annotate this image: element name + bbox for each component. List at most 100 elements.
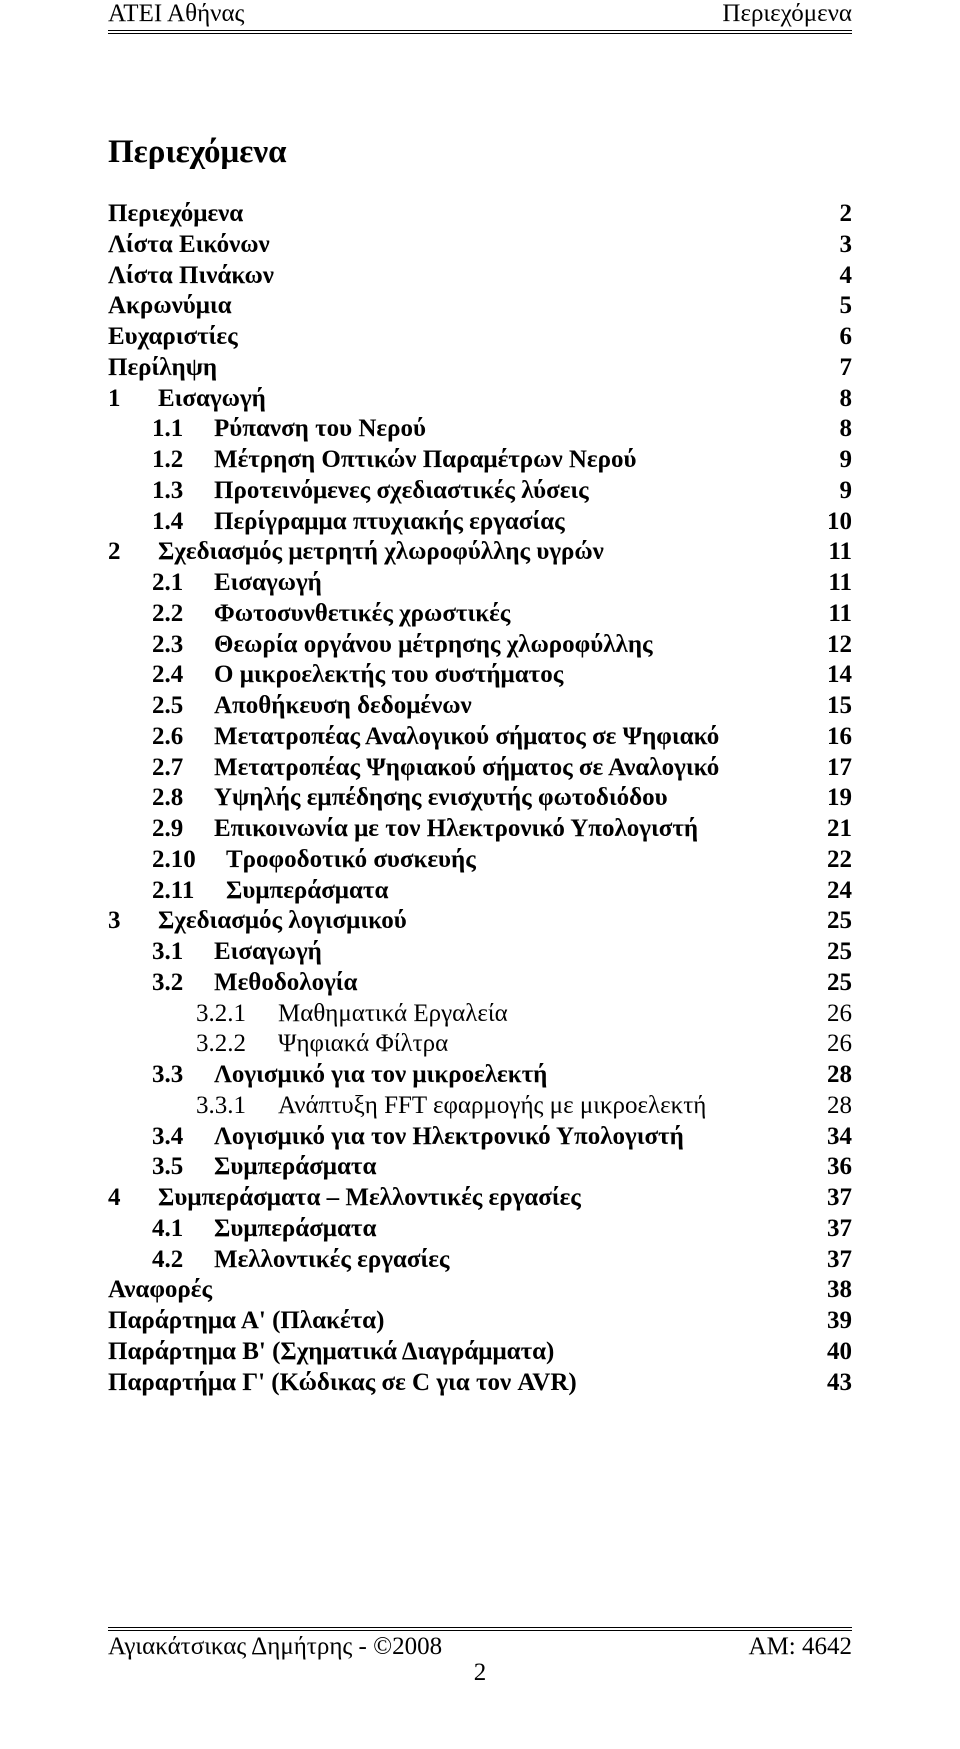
- toc-page: 36: [825, 1152, 852, 1183]
- toc-page: 37: [825, 1245, 852, 1276]
- toc-entry: 1.3Προτεινόμενες σχεδιαστικές λύσεις 9: [108, 476, 852, 507]
- toc-label: 2.1Εισαγωγή: [108, 568, 322, 599]
- toc-entry: 3.3.1Ανάπτυξη FFT εφαρμογής με μικροελεκ…: [108, 1091, 852, 1122]
- toc-label: 1.3Προτεινόμενες σχεδιαστικές λύσεις: [108, 476, 589, 507]
- page-header: ΑΤΕΙ Αθήνας Περιεχόμενα: [108, 0, 852, 28]
- toc-number: 1.1: [152, 414, 214, 445]
- toc-page: 21: [825, 814, 852, 845]
- toc-number: 3: [108, 906, 158, 937]
- toc-label: Λίστα Εικόνων: [108, 230, 270, 261]
- toc-number: 1.3: [152, 476, 214, 507]
- toc-page: 11: [826, 599, 852, 630]
- footer-row: Αγιακάτσικας Δημήτρης - ©2008 ΑΜ: 4642: [108, 1633, 852, 1661]
- toc-page: 28: [825, 1060, 852, 1091]
- toc-page: 9: [838, 476, 853, 507]
- toc-text: Ρύπανση του Νερού: [214, 415, 426, 442]
- toc-page: 11: [826, 537, 852, 568]
- toc-page: 19: [825, 783, 852, 814]
- toc-entry: 3.1Εισαγωγή 25: [108, 937, 852, 968]
- toc-text: Θεωρία οργάνου μέτρησης χλωροφύλλης: [214, 631, 653, 658]
- toc-entry: 2.10Τροφοδοτικό συσκευής 22: [108, 845, 852, 876]
- toc-text: Εισαγωγή: [158, 385, 266, 412]
- toc-number: 3.1: [152, 937, 214, 968]
- toc-text: Σχεδιασμός μετρητή χλωροφύλλης υγρών: [158, 538, 604, 565]
- header-left: ΑΤΕΙ Αθήνας: [108, 0, 244, 28]
- toc-label: 3.2.2Ψηφιακά Φίλτρα: [108, 1029, 448, 1060]
- toc-number: 1: [108, 384, 158, 415]
- toc-entry: 3.4Λογισμικό για τον Ηλεκτρονικό Υπολογι…: [108, 1122, 852, 1153]
- toc-entry: 2.6Μετατροπέας Αναλογικού σήματος σε Ψηφ…: [108, 722, 852, 753]
- toc-entry: 1Εισαγωγή 8: [108, 384, 852, 415]
- toc-number: 2: [108, 537, 158, 568]
- toc-text: Μέτρηση Οπτικών Παραμέτρων Νερού: [214, 446, 636, 473]
- toc-text: Τροφοδοτικό συσκευής: [226, 846, 476, 873]
- toc-number: 1.4: [152, 507, 214, 538]
- toc-entry: 3.2Μεθοδολογία 25: [108, 968, 852, 999]
- toc-text: Ο μικροελεκτής του συστήματος: [214, 661, 563, 688]
- toc-text: Προτεινόμενες σχεδιαστικές λύσεις: [214, 477, 589, 504]
- toc-page: 28: [825, 1091, 852, 1122]
- toc-number: 2.8: [152, 783, 214, 814]
- toc-page: 40: [825, 1337, 852, 1368]
- toc-text: Μαθηματικά Εργαλεία: [278, 1000, 508, 1027]
- toc-entry: 2.11Συμπεράσματα 24: [108, 876, 852, 907]
- toc-text: Ανάπτυξη FFT εφαρμογής με μικροελεκτή: [278, 1092, 706, 1119]
- toc-page: 37: [825, 1214, 852, 1245]
- header-right: Περιεχόμενα: [722, 0, 852, 28]
- toc-text: Παράρτημα Β' (Σχηματικά Διαγράμματα): [108, 1338, 554, 1365]
- toc-text: Μετατροπέας Αναλογικού σήματος σε Ψηφιακ…: [214, 723, 719, 750]
- toc-entry: 3Σχεδιασμός λογισμικού 25: [108, 906, 852, 937]
- toc-entry: 4Συμπεράσματα – Μελλοντικές εργασίες 37: [108, 1183, 852, 1214]
- toc-entry: 3.3Λογισμικό για τον μικροελεκτή 28: [108, 1060, 852, 1091]
- toc-text: Ακρωνύμια: [108, 292, 232, 319]
- toc-label: 4.1Συμπεράσματα: [108, 1214, 376, 1245]
- footer-left: Αγιακάτσικας Δημήτρης - ©2008: [108, 1633, 442, 1661]
- toc-label: Περιεχόμενα: [108, 199, 243, 230]
- toc-page: 6: [838, 322, 853, 353]
- footer-rule: [108, 1627, 852, 1631]
- toc-number: 2.6: [152, 722, 214, 753]
- toc-entry: 2.2Φωτοσυνθετικές χρωστικές 11: [108, 599, 852, 630]
- toc-page: 14: [825, 660, 852, 691]
- toc-label: Παραρτήμα Γ' (Κώδικας σε C για τον AVR): [108, 1368, 577, 1399]
- toc-entry: 2.9Επικοινωνία με τον Ηλεκτρονικό Υπολογ…: [108, 814, 852, 845]
- toc-label: Ακρωνύμια: [108, 291, 232, 322]
- toc-label: 2.9Επικοινωνία με τον Ηλεκτρονικό Υπολογ…: [108, 814, 698, 845]
- toc-label: 1.1Ρύπανση του Νερού: [108, 414, 426, 445]
- toc-text: Λίστα Εικόνων: [108, 231, 270, 258]
- footer-page-number: 2: [108, 1659, 852, 1687]
- toc-number: 2.4: [152, 660, 214, 691]
- toc-page: 26: [825, 1029, 852, 1060]
- toc-text: Περίληψη: [108, 354, 217, 381]
- toc-number: 2.11: [152, 876, 226, 907]
- toc-entry: 3.2.1Μαθηματικά Εργαλεία 26: [108, 999, 852, 1030]
- toc-text: Λογισμικό για τον μικροελεκτή: [214, 1061, 547, 1088]
- toc-entry: Λίστα Πινάκων 4: [108, 261, 852, 292]
- toc-number: 1.2: [152, 445, 214, 476]
- toc-entry: 3.5Συμπεράσματα 36: [108, 1152, 852, 1183]
- toc-page: 9: [838, 445, 853, 476]
- toc-page: 25: [825, 906, 852, 937]
- toc-label: 2.7Μετατροπέας Ψηφιακού σήματος σε Αναλο…: [108, 753, 719, 784]
- toc-page: 25: [825, 968, 852, 999]
- toc-number: 2.9: [152, 814, 214, 845]
- toc-page: 8: [838, 414, 853, 445]
- toc-label: 1.4Περίγραμμα πτυχιακής εργασίας: [108, 507, 565, 538]
- toc-text: Μετατροπέας Ψηφιακού σήματος σε Αναλογικ…: [214, 754, 719, 781]
- toc-label: 3.2.1Μαθηματικά Εργαλεία: [108, 999, 508, 1030]
- toc-page: 12: [825, 630, 852, 661]
- toc-text: Μελλοντικές εργασίες: [214, 1246, 449, 1273]
- toc-number: 2.7: [152, 753, 214, 784]
- toc-number: 3.4: [152, 1122, 214, 1153]
- toc-entry: 2.1Εισαγωγή 11: [108, 568, 852, 599]
- toc-label: 3.4Λογισμικό για τον Ηλεκτρονικό Υπολογι…: [108, 1122, 684, 1153]
- toc-label: 1.2Μέτρηση Οπτικών Παραμέτρων Νερού: [108, 445, 636, 476]
- toc-number: 3.2: [152, 968, 214, 999]
- toc-text: Περιεχόμενα: [108, 200, 243, 227]
- toc-entry: 2.7Μετατροπέας Ψηφιακού σήματος σε Αναλο…: [108, 753, 852, 784]
- footer-right: ΑΜ: 4642: [749, 1633, 852, 1661]
- toc-entry: 2Σχεδιασμός μετρητή χλωροφύλλης υγρών 11: [108, 537, 852, 568]
- toc-text: Φωτοσυνθετικές χρωστικές: [214, 600, 510, 627]
- page: ΑΤΕΙ Αθήνας Περιεχόμενα Περιεχόμενα Περι…: [0, 0, 960, 1398]
- toc-number: 4.1: [152, 1214, 214, 1245]
